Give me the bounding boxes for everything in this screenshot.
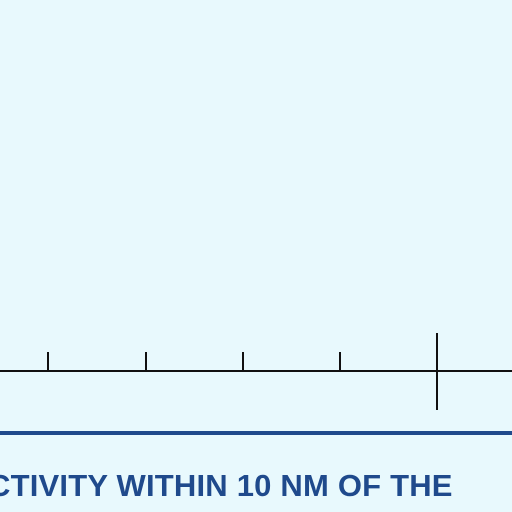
scale-bar — [0, 333, 512, 410]
activity-caption: CTIVITY WITHIN 10 NM OF THE — [0, 468, 453, 503]
